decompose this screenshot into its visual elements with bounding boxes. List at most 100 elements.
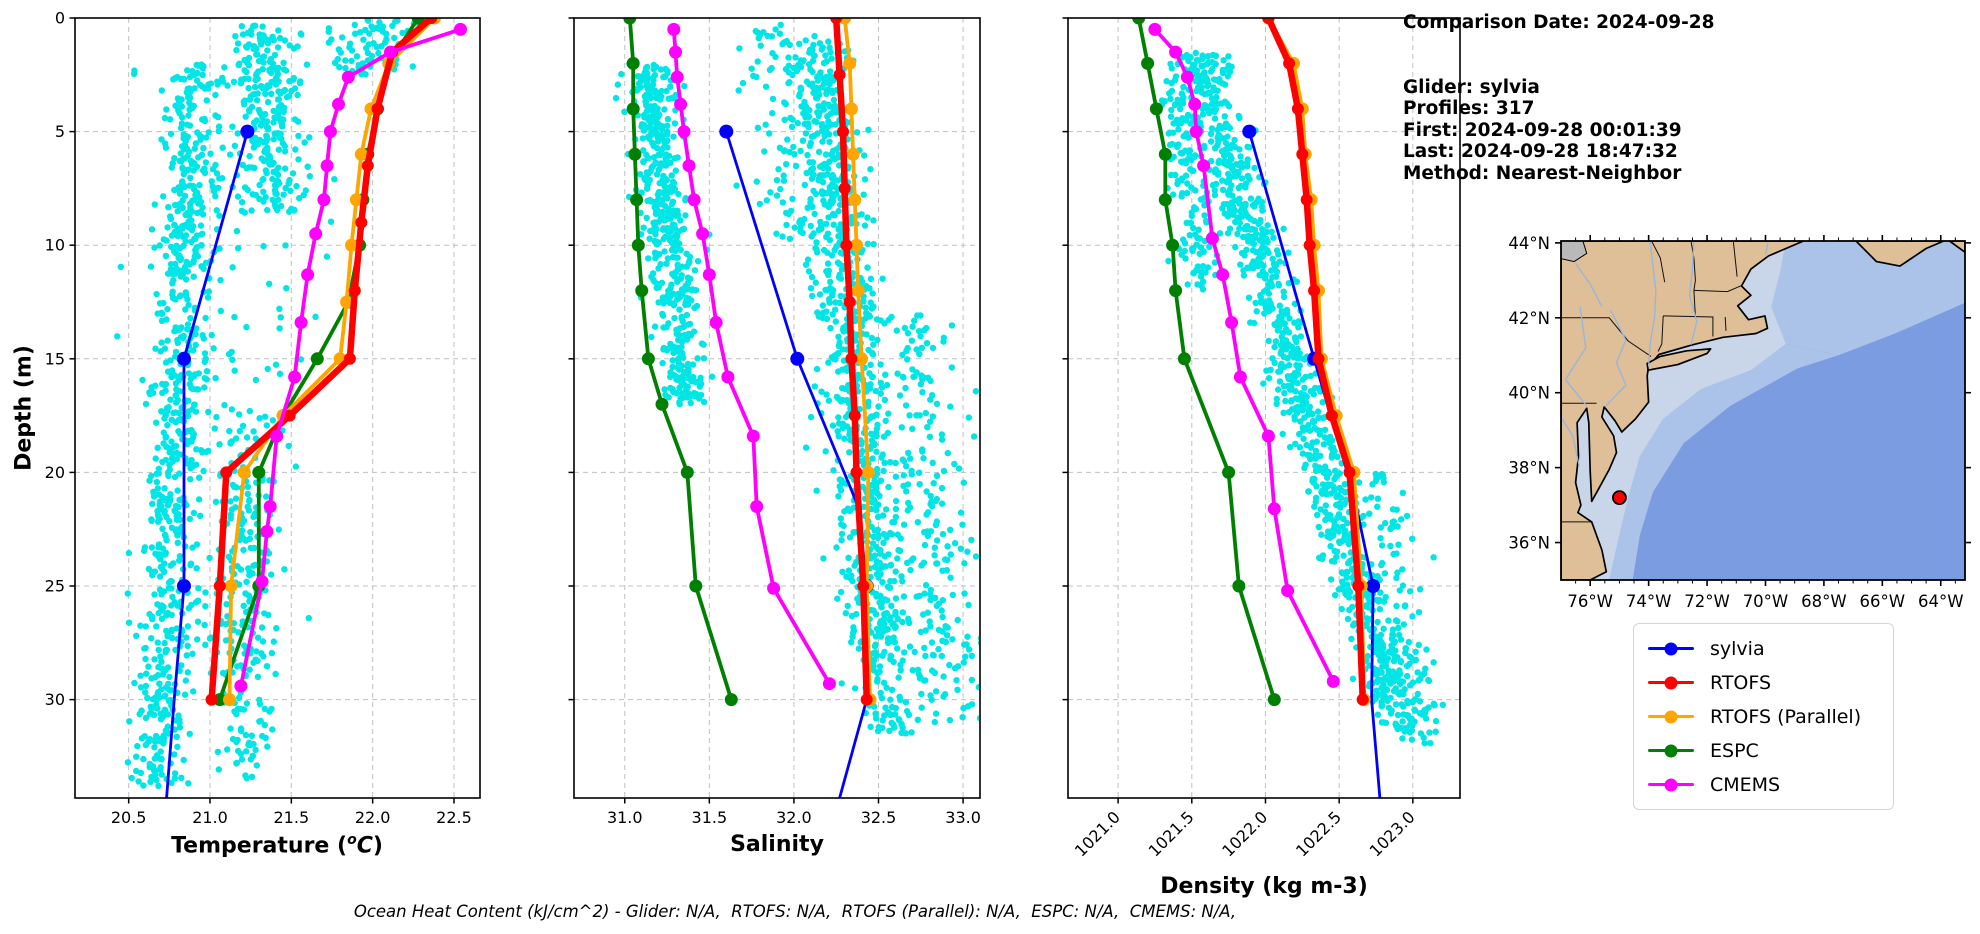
legend-entry-rtofs: RTOFS	[1648, 670, 1879, 695]
plot-spines	[1067, 17, 1461, 799]
legend-entry-rtofs-parallel-: RTOFS (Parallel)	[1648, 704, 1879, 729]
legend-line-marker-icon	[1648, 744, 1694, 757]
svg-text:25: 25	[45, 577, 65, 596]
series-rtofs	[1262, 18, 1369, 706]
legend: sylvia RTOFS RTOFS (Parallel) ESPC CMEMS	[1633, 623, 1894, 810]
ohc-annotation: Ocean Heat Content (kJ/cm^2) - Glider: N…	[353, 902, 1237, 921]
ticks	[568, 17, 964, 804]
map-state-border	[1693, 285, 1742, 293]
profiles-count-text: Profiles: 317	[1403, 98, 1535, 119]
map-land-nova-scotia2	[1948, 241, 1965, 254]
series-espc	[623, 18, 738, 707]
map-tick-labels: 76°W 74°W 72°W 70°W 68°W 66°W 64°W 44°N 42°N 40°N…	[1508, 234, 1963, 611]
series-espc	[1132, 18, 1281, 707]
map-land-nova-scotia	[1855, 241, 1945, 267]
svg-text:22.0: 22.0	[355, 808, 391, 827]
map-state-border	[1732, 241, 1738, 277]
map-frame	[1560, 240, 1966, 581]
svg-text:1021.0: 1021.0	[1071, 807, 1124, 860]
scatter-cloud	[1158, 49, 1447, 747]
plot-spines	[573, 17, 981, 799]
legend-dot-icon	[1664, 642, 1678, 655]
map-ticks	[1555, 235, 1971, 586]
map-land-land-main	[1561, 241, 1805, 580]
legend-dot-icon	[1664, 744, 1678, 757]
svg-text:66°W: 66°W	[1860, 592, 1906, 611]
svg-text:0: 0	[55, 9, 65, 28]
scatter-cloud	[612, 21, 980, 737]
ticks	[69, 17, 455, 804]
svg-text:44°N: 44°N	[1508, 234, 1550, 253]
depth-axis-label: Depth (m)	[11, 345, 37, 471]
svg-text:68°W: 68°W	[1801, 592, 1847, 611]
map-state-border	[1663, 315, 1714, 337]
axis-label-part: )	[372, 833, 383, 859]
svg-text:70°W: 70°W	[1743, 592, 1789, 611]
series-rtofs	[205, 18, 438, 706]
plot-spines	[74, 17, 481, 799]
series-rtofs	[830, 18, 873, 706]
series-sylvia	[165, 124, 255, 798]
svg-text:1022.0: 1022.0	[1218, 807, 1271, 860]
legend-label: CMEMS	[1710, 773, 1781, 796]
last-profile-time-text: Last: 2024-09-28 18:47:32	[1403, 141, 1678, 162]
svg-text:74°W: 74°W	[1626, 592, 1672, 611]
legend-entry-sylvia: sylvia	[1648, 636, 1879, 661]
svg-text:32.5: 32.5	[861, 808, 897, 827]
map-lake	[1561, 241, 1588, 263]
map-river	[1688, 241, 1698, 345]
svg-text:20: 20	[45, 463, 65, 482]
svg-text:10: 10	[45, 236, 65, 255]
svg-text:1023.0: 1023.0	[1366, 807, 1419, 860]
tick-labels: 31.0 31.5 32.0 32.5 33.0	[607, 808, 981, 827]
glider-name-text: Glider: sylvia	[1403, 76, 1540, 98]
svg-text:20.5: 20.5	[111, 808, 147, 827]
legend-entry-cmems: CMEMS	[1648, 772, 1879, 797]
method-text: Method: Nearest-Neighbor	[1403, 162, 1682, 184]
tick-labels: 20.5 21.0 21.5 22.0 22.5 0 5 10 15 20 25 30	[45, 9, 472, 828]
axis-label-part: Salinity	[730, 832, 824, 857]
svg-text:22.5: 22.5	[436, 808, 472, 827]
svg-text:36°N: 36°N	[1508, 534, 1550, 553]
axis-label-part: C	[356, 833, 373, 859]
map-state-border	[1724, 316, 1727, 331]
info-spacer	[1403, 34, 1715, 77]
svg-text:15: 15	[45, 349, 65, 368]
location-map: 76°W 74°W 72°W 70°W 68°W 66°W 64°W 44°N 42°N 40°N…	[1508, 234, 1971, 611]
map-river	[1604, 310, 1627, 408]
legend-entry-espc: ESPC	[1648, 738, 1879, 763]
map-river	[1564, 306, 1588, 407]
svg-text:32.0: 32.0	[776, 808, 812, 827]
comparison-date-text: Comparison Date: 2024-09-28	[1403, 12, 1715, 33]
svg-text:30: 30	[45, 690, 65, 709]
map-state-border	[1651, 241, 1666, 283]
svg-text:38°N: 38°N	[1508, 459, 1550, 478]
salinity-axis-label: Salinity	[730, 832, 824, 857]
map-river	[1647, 241, 1657, 367]
svg-text:42°N: 42°N	[1508, 309, 1550, 328]
svg-text:5: 5	[55, 122, 65, 141]
svg-text:21.5: 21.5	[274, 808, 310, 827]
svg-text:31.5: 31.5	[692, 808, 728, 827]
info-panel: Comparison Date: 2024-09-28 Glider: sylv…	[1403, 12, 1715, 184]
svg-text:1021.5: 1021.5	[1145, 807, 1198, 860]
legend-dot-icon	[1664, 710, 1678, 723]
legend-line-marker-icon	[1648, 642, 1694, 655]
legend-label: RTOFS (Parallel)	[1710, 705, 1862, 728]
svg-text:40°N: 40°N	[1508, 384, 1550, 403]
temperature-plot: 20.5 21.0 21.5 22.0 22.5 0 5 10 15 20 25 30	[45, 9, 481, 828]
grid	[1068, 17, 1460, 798]
legend-line-marker-icon	[1648, 710, 1694, 723]
map-mid-ocean	[1609, 344, 1839, 580]
map-river	[1561, 416, 1580, 466]
legend-label: ESPC	[1710, 739, 1759, 762]
svg-text:21.0: 21.0	[192, 808, 228, 827]
map-state-border	[1561, 317, 1652, 357]
legend-line-marker-icon	[1648, 676, 1694, 689]
ticks	[1062, 17, 1414, 804]
svg-text:33.0: 33.0	[945, 808, 981, 827]
legend-dot-icon	[1664, 778, 1678, 791]
map-state-border	[1657, 315, 1664, 352]
